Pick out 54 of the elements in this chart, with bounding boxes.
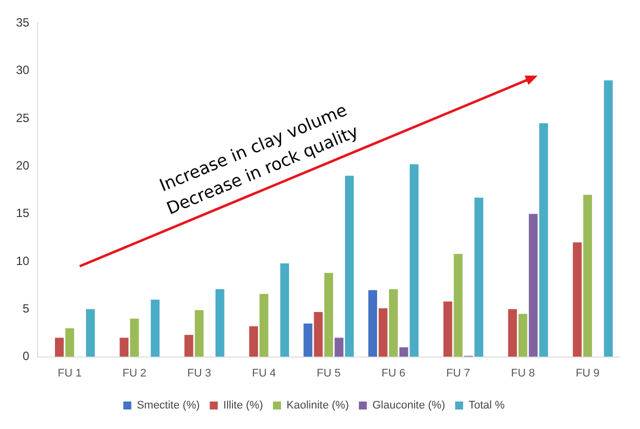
bar: [474, 198, 484, 357]
y-tick-label: 10: [16, 254, 30, 268]
bar: [583, 194, 592, 357]
bar: [54, 338, 64, 357]
bar: [194, 310, 204, 357]
bar: [518, 314, 528, 357]
y-tick-label: 30: [16, 63, 30, 78]
bar: [249, 326, 258, 357]
bar: [86, 309, 95, 357]
bar: [399, 347, 408, 357]
bar: [150, 300, 160, 357]
y-tick-label: 35: [16, 16, 30, 30]
y-tick-label: 0: [22, 349, 30, 364]
y-tick-label: 25: [16, 110, 30, 125]
legend-label: Kaolinite (%): [286, 400, 349, 412]
x-tick-label: FU 9: [576, 367, 600, 380]
bar: [454, 254, 463, 357]
x-tick-label: FU 8: [510, 367, 535, 380]
bar: [528, 214, 538, 357]
bar: [344, 176, 354, 357]
bar: [539, 123, 548, 357]
bar: [508, 309, 517, 357]
bar: [324, 272, 334, 357]
y-tick-label: 20: [16, 158, 30, 172]
bar: [216, 289, 224, 357]
bar: [120, 338, 128, 357]
x-tick-label: FU 1: [58, 367, 82, 380]
bar: [184, 334, 194, 357]
bar: [314, 312, 323, 357]
legend-label: Glauconite (%): [372, 400, 446, 412]
y-tick-label: 15: [16, 206, 30, 220]
bar: [260, 294, 268, 357]
x-tick-label: FU 6: [381, 367, 406, 380]
x-tick-label: FU 2: [122, 367, 146, 380]
bar: [65, 328, 74, 357]
x-tick-label: FU 5: [316, 367, 341, 380]
y-tick-label: 5: [22, 301, 30, 316]
bar: [443, 302, 452, 357]
x-tick-label: FU 4: [252, 367, 276, 380]
legend-label: Total %: [468, 400, 505, 412]
bar: [572, 242, 582, 357]
bar: [389, 289, 398, 357]
x-tick-label: FU 3: [187, 367, 212, 380]
bar: [304, 323, 312, 357]
bar: [334, 338, 344, 357]
bar: [410, 164, 419, 357]
legend-label: Smectite (%): [136, 400, 200, 412]
bar: [280, 263, 290, 357]
legend-label: Illite (%): [223, 400, 264, 412]
bar: [130, 318, 139, 357]
bar: [378, 308, 388, 357]
bar: [604, 80, 613, 357]
bar: [368, 290, 378, 357]
x-tick-label: FU 7: [446, 367, 470, 380]
